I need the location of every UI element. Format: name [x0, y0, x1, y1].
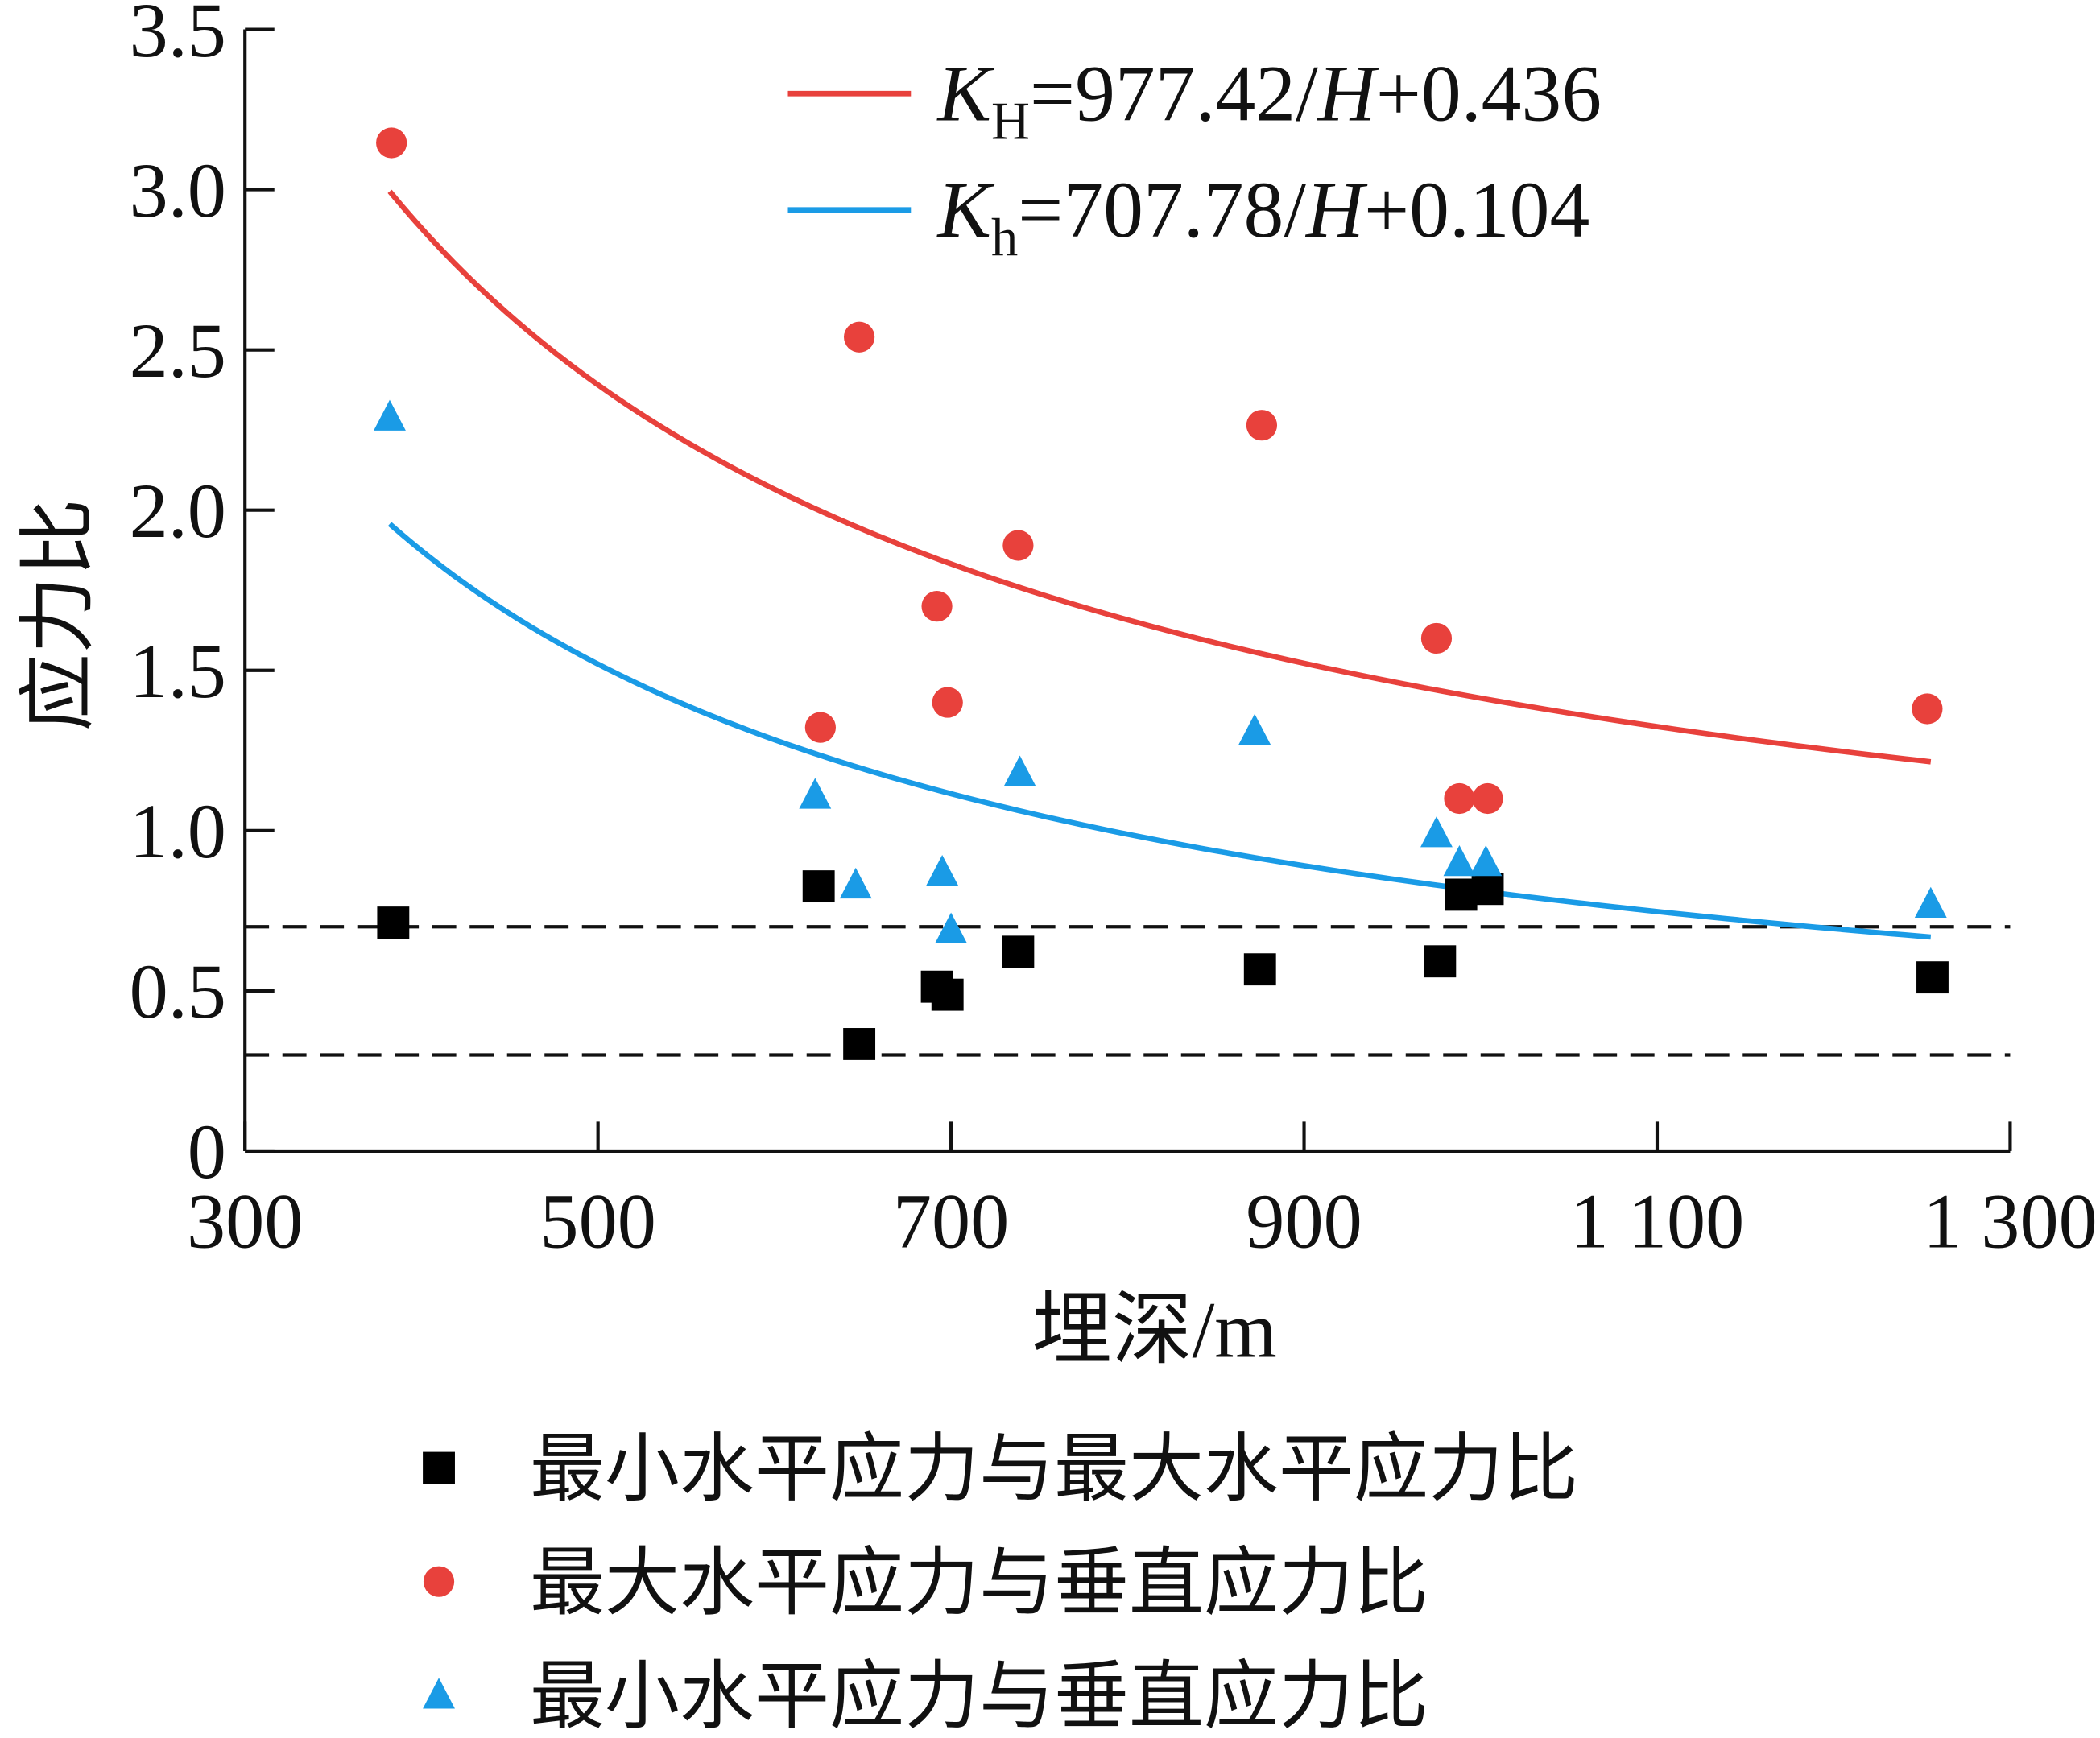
- fit-curve: [387, 522, 1932, 940]
- marker-triangle: [423, 1678, 455, 1709]
- marker-circle: [423, 1566, 455, 1597]
- x-tick-label: 500: [539, 1178, 655, 1264]
- x-tick-label: 1 100: [1570, 1178, 1745, 1264]
- marker-triangle: [935, 912, 968, 943]
- marker-triangle: [1003, 755, 1036, 786]
- marker-square: [1243, 953, 1276, 986]
- marker-triangle: [1443, 845, 1476, 877]
- y-axis-label: 应力比: [15, 498, 101, 731]
- equation-part: H: [1317, 48, 1380, 138]
- marker-circle: [921, 591, 953, 622]
- legend-label: 最大水平应力与垂直应力比: [530, 1542, 1428, 1625]
- equation-part: h: [991, 208, 1018, 267]
- marker-circle: [932, 687, 963, 718]
- equation-part: 707.78: [1063, 165, 1284, 254]
- x-tick-label: 900: [1246, 1178, 1362, 1264]
- legend-label: 最小水平应力与最大水平应力比: [530, 1429, 1578, 1512]
- y-tick-label: 2.0: [130, 468, 226, 554]
- marker-square: [931, 978, 964, 1011]
- y-tick-label: 0.5: [130, 948, 226, 1034]
- y-tick-label: 1.0: [130, 788, 226, 874]
- equation-part: 0.104: [1409, 165, 1589, 254]
- marker-triangle: [839, 867, 872, 899]
- equation-part: +: [1376, 48, 1421, 138]
- marker-square: [1916, 961, 1949, 994]
- x-tick-label: 1 300: [1923, 1178, 2098, 1264]
- equation-part: =: [1018, 165, 1063, 254]
- equation-part: K: [936, 165, 994, 254]
- marker-circle: [1472, 782, 1503, 815]
- marker-square: [1471, 873, 1504, 906]
- marker-triangle: [926, 854, 959, 886]
- equation-part: 0.436: [1421, 48, 1602, 138]
- equation-part: H: [1304, 165, 1368, 254]
- x-tick-label: 700: [893, 1178, 1009, 1264]
- marker-square: [377, 906, 410, 939]
- marker-circle: [844, 321, 875, 353]
- marker-circle: [1002, 530, 1034, 561]
- marker-triangle: [1470, 845, 1503, 877]
- fit-equation: Kh=707.78/H+0.104: [936, 165, 1589, 267]
- y-tick-label: 3.5: [130, 0, 226, 73]
- marker-square: [423, 1451, 455, 1484]
- fit-curve: [387, 189, 1932, 765]
- marker-circle: [804, 712, 836, 743]
- marker-circle: [1420, 622, 1453, 654]
- marker-circle: [1912, 693, 1943, 725]
- marker-triangle: [1914, 886, 1947, 918]
- marker-circle: [1444, 782, 1475, 815]
- equation-part: /: [1296, 48, 1318, 138]
- marker-square: [1002, 935, 1035, 968]
- equation-part: 977.42: [1075, 48, 1296, 138]
- equation-part: H: [991, 93, 1030, 151]
- marker-circle: [1246, 410, 1278, 441]
- marker-square: [1424, 945, 1457, 978]
- marker-triangle: [374, 399, 406, 431]
- equation-part: K: [936, 48, 994, 138]
- marker-triangle: [1420, 816, 1453, 848]
- marker-square: [843, 1028, 876, 1060]
- x-tick-label: 300: [187, 1178, 303, 1264]
- y-tick-label: 2.5: [130, 308, 226, 394]
- marker-triangle: [799, 778, 832, 809]
- marker-square: [802, 870, 835, 903]
- x-axis-label: 埋深/m: [1031, 1286, 1276, 1375]
- y-tick-label: 3.0: [130, 147, 226, 233]
- equation-part: =: [1030, 48, 1075, 138]
- legend-label: 最小水平应力与垂直应力比: [530, 1656, 1428, 1738]
- marker-circle: [376, 127, 407, 159]
- y-tick-label: 0: [188, 1108, 226, 1195]
- equation-part: /: [1284, 165, 1306, 254]
- marker-triangle: [1238, 713, 1271, 745]
- y-tick-label: 1.5: [130, 628, 226, 714]
- equation-part: +: [1364, 165, 1409, 254]
- fit-equation: KH=977.42/H+0.436: [936, 48, 1602, 151]
